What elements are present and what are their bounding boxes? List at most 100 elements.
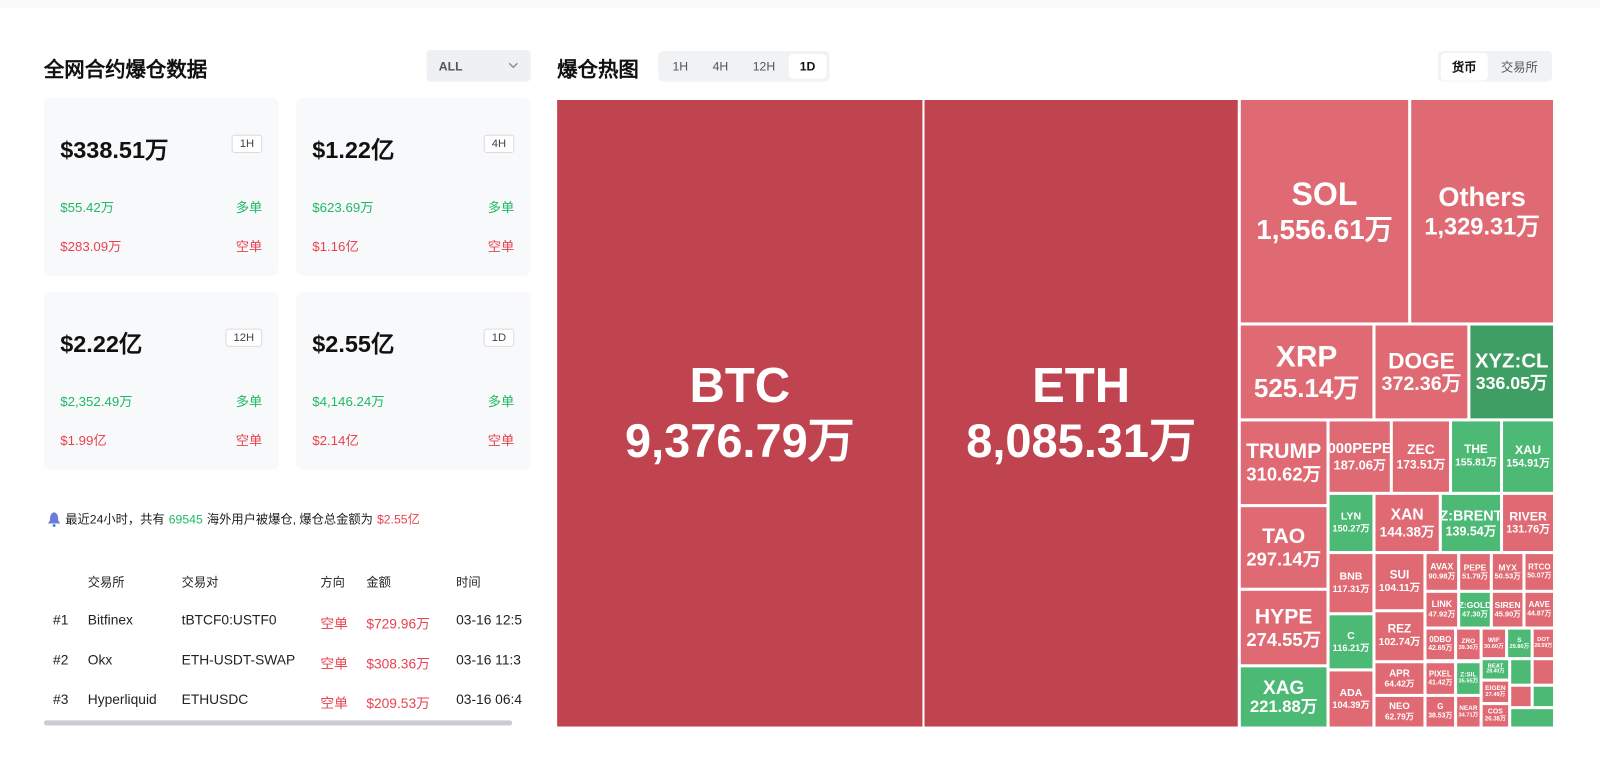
tile-value: 372.36万 [1381, 373, 1462, 396]
group-tab[interactable]: 交易所 [1501, 59, 1538, 74]
scrollbar[interactable] [43, 720, 513, 726]
treemap-tile[interactable]: 0DBO 42.65万 [1426, 629, 1455, 660]
tile-value: 9,376.79万 [624, 414, 855, 468]
period-tab[interactable]: 12H [752, 59, 776, 74]
table-cell: 03-16 06:4 [456, 691, 522, 708]
treemap-tile[interactable]: BTC 9,376.79万 [557, 99, 923, 727]
treemap-tile[interactable]: 000PEPE 187.06万 [1329, 421, 1390, 492]
heatmap-title: 爆仓热图 [557, 59, 639, 82]
notice-text: 最近24小时，共有 [65, 512, 165, 527]
tile-value: 90.98万 [1428, 571, 1456, 581]
period-tab[interactable]: 4H [712, 59, 729, 74]
table-cell: 03-16 12:5 [456, 612, 522, 628]
treemap-tile[interactable]: LINK 47.92万 [1426, 592, 1458, 627]
treemap-tile[interactable]: S 29.80万 [1508, 629, 1531, 658]
summary-card: $1.22亿 4H $623.69万 多单 $1.16亿 空单 [295, 97, 531, 276]
treemap-tile[interactable]: APR 64.42万 [1375, 663, 1424, 694]
treemap-tile[interactable]: HYPE 274.55万 [1240, 590, 1327, 665]
treemap-tile[interactable]: NEAR 34.71万 [1457, 696, 1480, 727]
treemap-tile[interactable]: SIREN 45.90万 [1492, 592, 1523, 627]
treemap-tile[interactable]: DOT 28.59万 [1533, 629, 1554, 658]
tile-name: Z:SIL [1460, 671, 1477, 679]
tile-value: 64.42万 [1384, 678, 1415, 689]
tile-name: HYPE [1254, 604, 1313, 629]
table-cell: #1 [53, 612, 69, 628]
tile-value: 155.81万 [1455, 457, 1497, 469]
tile-value: 35.55万 [1458, 679, 1479, 686]
treemap-tile[interactable]: BEAT 28.40万 [1482, 660, 1509, 679]
tile-name: 0DBO [1429, 634, 1452, 645]
treemap-tile[interactable]: RTCO 50.07万 [1525, 554, 1554, 590]
tile-value: 41.42万 [1428, 679, 1453, 687]
long-value: $2,352.49万 [60, 393, 133, 410]
group-tab[interactable]: 货币 [1440, 52, 1488, 81]
tile-name: S [1517, 636, 1522, 644]
treemap-tile[interactable]: Z:BRENT 139.54万 [1441, 494, 1500, 552]
treemap-tile[interactable]: C 116.21万 [1329, 615, 1373, 669]
tile-value: 139.54万 [1445, 524, 1497, 539]
treemap-tile[interactable]: Others 1,329.31万 [1411, 99, 1554, 323]
notice-amount: $2.55亿 [376, 512, 420, 527]
tile-value: 131.76万 [1506, 523, 1550, 537]
table-cell: 03-16 11:3 [456, 652, 521, 668]
treemap-tile[interactable]: TRUMP 310.62万 [1240, 421, 1327, 505]
treemap-tile[interactable]: MYX 50.53万 [1492, 554, 1523, 590]
treemap-tile[interactable]: RIVER 131.76万 [1503, 494, 1554, 552]
treemap-tile[interactable]: SOL 1,556.61万 [1240, 99, 1409, 323]
treemap-tile[interactable]: XAU 154.91万 [1503, 421, 1554, 492]
table-cell: #2 [53, 652, 69, 668]
period-tab[interactable]: 1D [788, 54, 827, 79]
treemap-tile[interactable]: BNB 117.31万 [1329, 554, 1373, 613]
tile-name: Others [1438, 181, 1526, 213]
treemap-tile[interactable]: WIF 30.60万 [1482, 629, 1506, 658]
treemap-tile[interactable]: XRP 525.14万 [1240, 325, 1373, 419]
treemap-tile[interactable]: PEPE 51.79万 [1460, 554, 1490, 590]
tile-value: 297.14万 [1246, 549, 1321, 570]
long-value: $623.69万 [312, 199, 374, 216]
long-value: $4,146.24万 [312, 393, 385, 410]
treemap-tile[interactable]: LYN 150.27万 [1329, 494, 1373, 552]
treemap-tile[interactable]: XAG 221.88万 [1240, 667, 1327, 727]
tile-value: 8,085.31万 [966, 414, 1196, 468]
treemap-tile[interactable]: Z:GOLD 47.30万 [1460, 592, 1490, 627]
treemap-tile[interactable]: ETH 8,085.31万 [924, 99, 1238, 727]
tile-value: 102.74万 [1378, 637, 1421, 649]
table-cell: ETHUSDC [181, 691, 249, 708]
treemap-tile[interactable]: TAO 297.14万 [1240, 507, 1327, 588]
tile-value: 29.80万 [1509, 643, 1530, 650]
treemap-tile[interactable]: ZRO 39.30万 [1457, 629, 1480, 660]
tile-name: ZRO [1461, 637, 1476, 645]
tile-value: 51.79万 [1462, 571, 1488, 581]
table-header: 交易对 [181, 575, 219, 590]
tile-name: G [1437, 702, 1444, 712]
tile-value: 50.53万 [1494, 571, 1521, 581]
treemap-tile[interactable]: DOGE 372.36万 [1375, 325, 1468, 419]
treemap-tile[interactable]: Z:SIL 35.55万 [1457, 663, 1480, 694]
treemap-tile[interactable]: EIGEN 27.49万 [1482, 681, 1509, 703]
table-cell: 空单 [320, 695, 348, 712]
period-tab[interactable]: 1H [672, 59, 689, 74]
treemap-tile[interactable]: PIXEL 41.42万 [1426, 663, 1455, 694]
tile-name: Z:BRENT [1441, 507, 1500, 524]
treemap-tile[interactable]: AAVE 44.87万 [1525, 592, 1554, 627]
filter-dropdown[interactable]: ALL [426, 49, 531, 82]
table-cell: ETH-USDT-SWAP [181, 652, 296, 668]
treemap-tile[interactable]: XAN 144.38万 [1375, 494, 1439, 552]
short-value: $283.09万 [60, 238, 122, 255]
treemap-tile[interactable]: REZ 102.74万 [1375, 612, 1424, 661]
treemap-tile[interactable]: XYZ:CL 336.05万 [1470, 325, 1554, 419]
treemap-tile[interactable]: THE 155.81万 [1452, 421, 1500, 492]
period-badge: 12H [225, 328, 263, 347]
treemap-tile[interactable]: AVAX 90.98万 [1426, 554, 1458, 590]
treemap-tile[interactable]: ZEC 173.51万 [1392, 421, 1449, 492]
period-tabs: 1H 4H 12H 1D [658, 51, 830, 82]
treemap-tile[interactable]: ADA 104.39万 [1329, 671, 1373, 727]
treemap-tile[interactable]: SUI 104.11万 [1375, 554, 1424, 610]
tile-value: 173.51万 [1396, 457, 1446, 471]
treemap-tile[interactable]: COS 26.38万 [1482, 705, 1509, 727]
tile-value: 28.59万 [1534, 642, 1553, 649]
treemap-tile[interactable]: G 38.53万 [1426, 696, 1455, 727]
treemap-tile[interactable]: NEO 62.79万 [1375, 696, 1424, 727]
chevron [508, 62, 518, 69]
